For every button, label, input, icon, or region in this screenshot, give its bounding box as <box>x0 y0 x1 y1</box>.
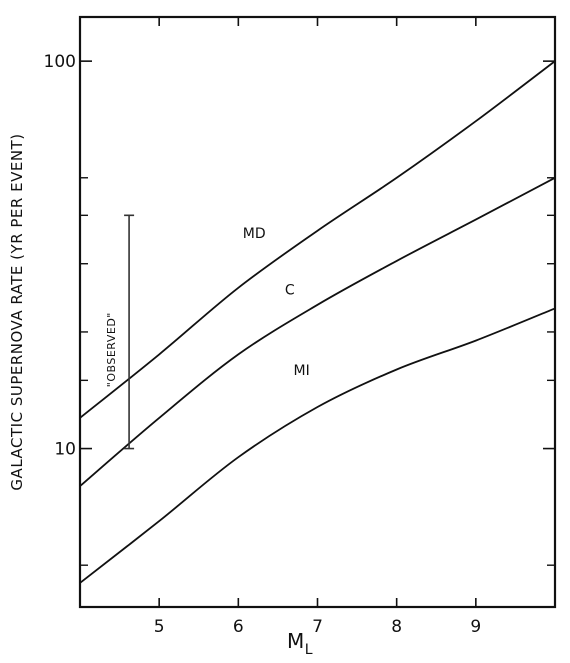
x-axis-ticks: 5 6 7 8 9 <box>154 17 481 637</box>
plot-frame <box>78 15 557 609</box>
series-label-c: C <box>285 282 295 298</box>
series-line-c <box>79 177 556 487</box>
observed-range-annotation: "OBSERVED" <box>105 214 135 450</box>
x-tick-label: 9 <box>470 617 481 637</box>
observed-label: "OBSERVED" <box>105 312 118 387</box>
series-line-md <box>79 60 556 419</box>
y-tick-label: 100 <box>44 52 76 72</box>
x-tick-label: 6 <box>233 617 244 637</box>
y-tick-label: 10 <box>54 440 76 460</box>
data-series: MD C MI <box>79 60 556 584</box>
x-tick-label: 8 <box>391 617 402 637</box>
y-axis-ticks: 10 100 <box>44 52 555 566</box>
series-line-mi <box>79 307 556 584</box>
x-tick-label: 7 <box>312 617 323 637</box>
x-axis-title-subscript: L <box>305 642 313 658</box>
y-axis-title: GALACTIC SUPERNOVA RATE (YR PER EVENT) <box>8 133 26 490</box>
series-label-md: MD <box>243 226 266 242</box>
x-axis-title: ML <box>287 629 313 658</box>
x-axis-title-main: M <box>287 629 305 653</box>
series-label-mi: MI <box>294 363 310 379</box>
x-tick-label: 5 <box>154 617 165 637</box>
